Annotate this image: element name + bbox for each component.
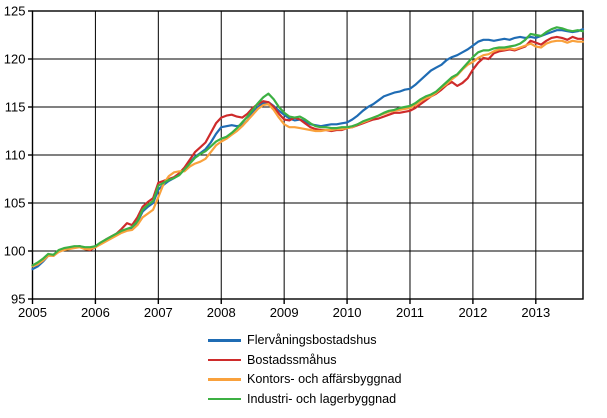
x-axis-label: 2010 bbox=[333, 305, 362, 320]
y-axis-label: 115 bbox=[5, 100, 26, 115]
series-line-kontors-och-aff-rsbyggnad bbox=[31, 39, 585, 268]
x-axis-label: 2006 bbox=[81, 305, 110, 320]
x-axis-label: 2013 bbox=[521, 305, 550, 320]
y-axis-label: 100 bbox=[4, 244, 26, 259]
y-axis-label: 95 bbox=[11, 292, 25, 307]
x-axis-label: 2007 bbox=[144, 305, 173, 320]
x-axis-label: 2008 bbox=[207, 305, 236, 320]
legend-label: Industri- och lagerbyggnad bbox=[247, 391, 397, 406]
legend-label: Flervåningsbostadshus bbox=[247, 333, 377, 348]
x-axis-label: 2009 bbox=[270, 305, 299, 320]
legend-label: Kontors- och affärsbyggnad bbox=[247, 372, 402, 387]
legend-item-bostadssm-hus: Bostadssmåhus bbox=[208, 350, 402, 369]
legend-item-flerv-ningsbostadshus: Flervåningsbostadshus bbox=[208, 331, 402, 350]
y-axis-label: 125 bbox=[4, 4, 26, 19]
series-line-bostadssm-hus bbox=[31, 35, 585, 267]
legend-label: Bostadssmåhus bbox=[247, 352, 337, 367]
y-axis-label: 110 bbox=[5, 148, 26, 163]
legend-line-sample bbox=[208, 358, 241, 362]
chart-legend: Flervåningsbostadshus Bostadssmåhus Kontor… bbox=[208, 331, 402, 409]
y-axis-label: 120 bbox=[4, 52, 26, 67]
series-line-industri-och-lagerbyggnad bbox=[31, 26, 585, 267]
x-axis-label: 2011 bbox=[396, 305, 424, 320]
legend-item-industri-och-lagerbyggnad: Industri- och lagerbyggnad bbox=[208, 389, 402, 408]
legend-item-kontors-och-aff-rsbyggnad: Kontors- och affärsbyggnad bbox=[208, 370, 402, 389]
x-axis-label: 2005 bbox=[18, 305, 47, 320]
y-axis-label: 105 bbox=[4, 196, 26, 211]
legend-line-sample bbox=[208, 339, 241, 342]
x-axis-label: 2012 bbox=[458, 305, 487, 320]
legend-line-sample bbox=[208, 397, 241, 401]
legend-line-sample bbox=[208, 378, 241, 381]
